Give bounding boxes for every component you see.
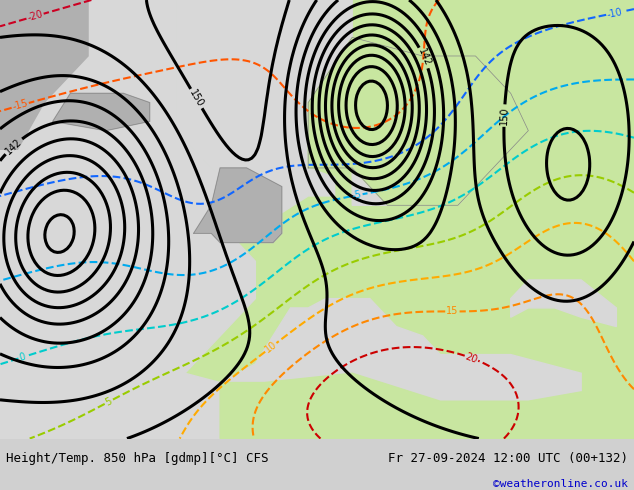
Polygon shape: [458, 56, 528, 149]
Polygon shape: [0, 0, 634, 439]
Text: 15: 15: [446, 306, 458, 317]
Text: ©weatheronline.co.uk: ©weatheronline.co.uk: [493, 479, 628, 489]
Text: 20: 20: [464, 351, 479, 365]
Polygon shape: [308, 37, 528, 205]
Polygon shape: [353, 149, 476, 205]
Text: -15: -15: [11, 98, 29, 112]
Text: 0: 0: [18, 352, 27, 363]
Text: Fr 27-09-2024 12:00 UTC (00+132): Fr 27-09-2024 12:00 UTC (00+132): [387, 452, 628, 465]
Text: -5: -5: [351, 190, 363, 201]
Text: 150: 150: [499, 106, 510, 125]
Polygon shape: [0, 0, 88, 149]
Text: -10: -10: [606, 6, 624, 20]
Polygon shape: [511, 280, 616, 326]
Polygon shape: [220, 373, 634, 439]
Text: 142: 142: [416, 48, 432, 68]
Polygon shape: [0, 0, 256, 439]
Text: Height/Temp. 850 hPa [gdmp][°C] CFS: Height/Temp. 850 hPa [gdmp][°C] CFS: [6, 452, 269, 465]
Text: 150: 150: [188, 88, 205, 109]
Text: -20: -20: [26, 9, 44, 23]
Polygon shape: [53, 93, 150, 131]
Text: 5: 5: [103, 396, 113, 408]
Polygon shape: [194, 168, 281, 243]
Polygon shape: [176, 0, 353, 224]
Text: 142: 142: [3, 136, 23, 156]
Text: 10: 10: [263, 340, 279, 355]
Polygon shape: [220, 298, 581, 401]
